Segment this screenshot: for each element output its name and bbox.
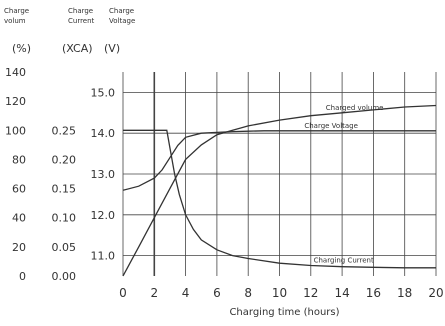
series-line (123, 129, 436, 269)
x-tick-label: 18 (397, 286, 412, 300)
y-tick-label: 12.0 (91, 209, 116, 222)
x-tick-label: 6 (213, 286, 221, 300)
y-tick-label: 0.10 (52, 212, 77, 225)
x-tick-label: 16 (366, 286, 381, 300)
series-line (122, 104, 437, 277)
x-tick-label: 4 (182, 286, 190, 300)
y-tick-label: 20 (12, 241, 26, 254)
x-tick-label: 2 (150, 286, 158, 300)
y-tick-label: 60 (12, 183, 26, 196)
x-tick-label: 0 (119, 286, 127, 300)
labels: 0 2 4 6 8 10 12 14 16 18 20 0 20 40 60 80 100 120 140 (%) Ch… (4, 7, 444, 318)
x-tick-label: 12 (303, 286, 318, 300)
series-lines (122, 104, 437, 277)
axis-header-label: Current (68, 17, 95, 25)
y-tick-label: 140 (5, 66, 26, 79)
y-tick-label: 15.0 (91, 86, 116, 99)
y-tick-label: 100 (5, 124, 26, 137)
axis-unit-label: (%) (12, 42, 31, 55)
axis-header-label: Charge (68, 7, 93, 15)
y-tick-label: 13.0 (91, 168, 116, 181)
x-tick-label: 14 (334, 286, 349, 300)
y-tick-label: 11.0 (91, 250, 116, 263)
x-tick-label: 20 (428, 286, 443, 300)
grid-lines (122, 72, 437, 276)
x-tick-label: 10 (272, 286, 287, 300)
y-tick-label: 0.15 (52, 183, 77, 196)
y-tick-label: 0.00 (52, 270, 77, 283)
axis-unit-label: (XCA) (62, 42, 93, 55)
y-tick-label: 0 (19, 270, 26, 283)
series-annotation: Charging Current (314, 257, 374, 265)
y-tick-label: 14.0 (91, 127, 116, 140)
y-tick-label: 0.20 (52, 153, 77, 166)
x-axis-title: Charging time (hours) (229, 307, 339, 318)
series-annotation: Charge Voltage (304, 122, 358, 130)
axis-header-label: volum (4, 17, 26, 25)
axis-unit-label: (V) (104, 42, 120, 55)
axis-header-label: Voltage (109, 17, 135, 25)
y-tick-label: 0.05 (52, 241, 77, 254)
axis-header-label: Charge (109, 7, 134, 15)
y-tick-label: 120 (5, 95, 26, 108)
x-tick-label: 8 (244, 286, 252, 300)
y-tick-label: 0.25 (52, 124, 77, 137)
y-tick-label: 80 (12, 153, 26, 166)
axis-header-label: Charge (4, 7, 29, 15)
y-tick-label: 40 (12, 212, 26, 225)
series-annotation: Charged volume (326, 104, 384, 112)
series-line (122, 130, 436, 191)
